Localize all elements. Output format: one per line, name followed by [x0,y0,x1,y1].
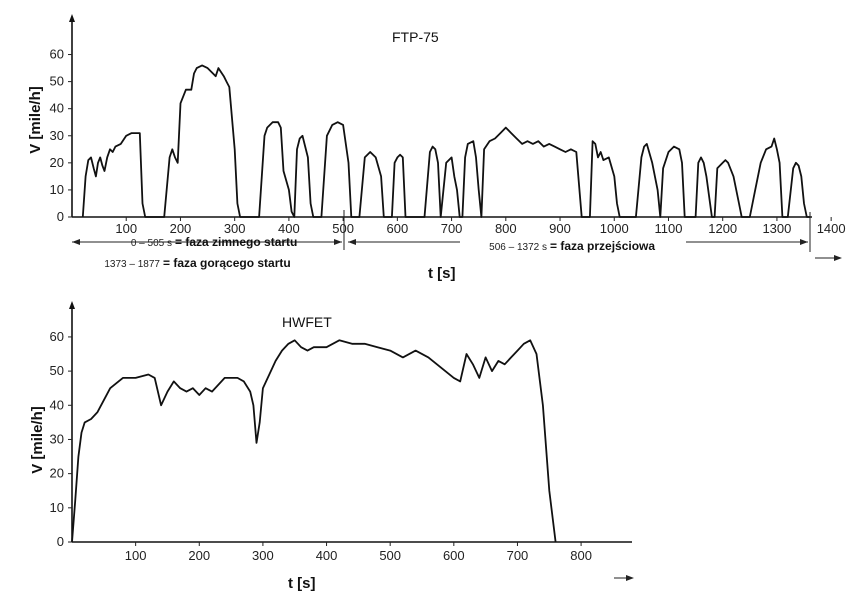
x-tick-label: 400 [278,221,300,236]
hwfet-title: HWFET [282,314,332,330]
x-tick-label: 800 [570,548,592,563]
x-tick-label: 1300 [762,221,791,236]
x-tick-label: 800 [495,221,517,236]
y-tick-label: 40 [50,397,64,412]
ftp75-x-ticks: 100 200 300 400 500 600 700 800 900 1000 1100 1200 1… [115,217,846,236]
y-tick-label: 40 [50,101,64,116]
hwfet-x-label: t [s] [288,575,316,592]
cold-phase-label: = faza zimnego startu [175,235,297,249]
transient-phase-range: 506 – 1372 s [489,242,547,253]
x-tick-label: 300 [224,221,246,236]
cold-phase-arrow-right [334,239,342,245]
x-tick-label: 900 [549,221,571,236]
y-tick-label: 30 [50,431,64,446]
hot-phase-label: = faza gorącego startu [163,256,291,270]
hwfet-y-axis-arrow [69,301,75,309]
ftp75-y-label: V [mile/h] [27,86,44,154]
hwfet-time-arrow-head [626,575,634,581]
transient-phase-arrow-right [800,239,808,245]
x-tick-label: 500 [379,548,401,563]
y-tick-label: 10 [50,500,64,515]
x-tick-label: 1200 [708,221,737,236]
y-tick-label: 0 [57,209,64,224]
x-tick-label: 200 [188,548,210,563]
x-tick-label: 200 [170,221,192,236]
x-tick-label: 700 [441,221,463,236]
ftp75-x-label: t [s] [428,265,456,282]
x-tick-label: 100 [125,548,147,563]
x-tick-label: 1000 [600,221,629,236]
ftp75-speed-trace [81,64,810,218]
cold-phase-range: 0 – 505 s [131,238,172,249]
transient-phase-arrow-left [348,239,356,245]
y-tick-label: 60 [50,329,64,344]
y-tick-label: 50 [50,74,64,89]
hwfet-chart: 0 10 20 30 40 50 60 100 200 300 400 500 600 700 800 H… [29,301,634,592]
ftp75-chart: 0 10 20 30 40 50 60 100 200 300 400 500 600 700 800 90… [27,14,846,282]
ftp75-title: FTP-75 [392,29,439,45]
hwfet-y-label: V [mile/h] [29,406,46,474]
x-tick-label: 300 [252,548,274,563]
ftp75-y-ticks: 0 10 20 30 40 50 60 [50,47,72,224]
y-tick-label: 30 [50,128,64,143]
x-tick-label: 600 [443,548,465,563]
y-tick-label: 0 [57,534,64,549]
hwfet-axes [69,301,634,581]
ftp75-y-axis-arrow [69,14,75,22]
y-tick-label: 50 [50,363,64,378]
y-tick-label: 60 [50,47,64,62]
transient-phase-label: = faza przejściowa [550,239,655,253]
cold-phase-arrow-left [72,239,80,245]
x-tick-label: 400 [316,548,338,563]
x-tick-label: 700 [507,548,529,563]
y-tick-label: 20 [50,155,64,170]
hot-phase-range: 1373 – 1877 [104,259,160,270]
x-tick-label: 500 [332,221,354,236]
ftp75-phase-annotations: 0 – 505 s = faza zimnego startu 1373 – 1… [72,210,842,270]
hwfet-x-ticks: 100 200 300 400 500 600 700 800 [125,542,592,563]
x-tick-label: 1400 [817,221,846,236]
y-tick-label: 20 [50,466,64,481]
x-tick-label: 1100 [654,221,682,236]
x-tick-label: 100 [115,221,137,236]
hwfet-y-ticks: 0 10 20 30 40 50 60 [50,329,72,549]
hwfet-speed-trace [71,339,557,543]
x-tick-label: 600 [387,221,409,236]
y-tick-label: 10 [50,182,64,197]
hot-phase-arrow-right [834,255,842,261]
